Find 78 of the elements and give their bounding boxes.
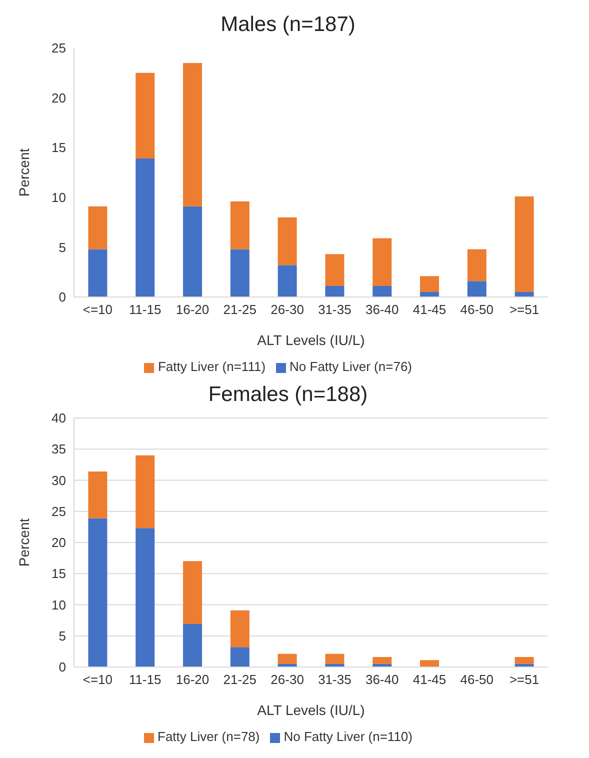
legend-label: Fatty Liver (n=78) [158,729,260,744]
bar [325,654,344,664]
bar [136,158,155,297]
x-tick-label: 26-30 [270,302,304,318]
bar [514,292,534,297]
x-tick-label: 31-35 [318,302,352,318]
bar [325,254,344,286]
x-axis-title: ALT Levels (IU/L) [257,702,365,718]
y-axis-title: Percent [16,518,32,567]
bar [183,62,202,206]
y-tick-label: 10 [52,190,66,206]
y-tick-label: 20 [52,90,66,106]
bar [230,647,250,667]
bar [88,206,108,250]
y-tick-label: 20 [52,535,66,550]
x-tick-label: 16-20 [176,302,210,318]
legend-label: No Fatty Liver (n=76) [290,359,412,374]
y-tick-label: 15 [52,566,66,582]
bar [467,281,486,297]
bar [136,72,155,159]
y-axis-title: Percent [16,148,32,197]
x-tick-label: <=10 [82,302,113,318]
x-tick-label: >=51 [509,672,540,688]
x-tick-label: 21-25 [223,672,257,688]
bar [278,217,297,266]
bar [372,238,392,286]
bar [230,610,250,648]
x-tick-label: 31-35 [318,672,352,688]
chart-title: Males (n=187) [220,12,356,38]
bar [420,276,440,292]
bar [183,624,202,667]
x-tick-label: 26-30 [270,672,304,688]
x-tick-label: 41-45 [412,302,446,318]
bar [183,206,202,297]
x-tick-label: 41-45 [412,672,446,688]
y-tick-label: 10 [52,597,66,612]
bar [278,654,297,664]
x-tick-label: 16-20 [176,672,210,688]
bar [514,657,534,664]
x-tick-label: 11-15 [128,672,162,688]
y-tick-label: 0 [58,290,66,305]
x-tick-label: >=51 [509,302,540,318]
y-tick-label: 30 [52,472,66,488]
bar [420,660,440,667]
bar [88,472,108,518]
y-tick-label: 0 [58,660,66,675]
bar [372,286,392,297]
bar [420,292,440,297]
bar [136,528,155,667]
bar [88,518,108,667]
x-tick-label: 11-15 [128,302,162,318]
y-tick-label: 5 [58,628,66,644]
bar [88,249,108,297]
y-tick-label: 5 [58,240,66,255]
x-tick-label: 46-50 [460,302,494,318]
x-tick-label: 21-25 [223,302,257,318]
bar [136,455,155,528]
y-tick-label: 15 [52,140,66,156]
bar [372,657,392,664]
x-tick-label: 36-40 [365,302,399,318]
bar [230,201,250,250]
chart-title: Females (n=188) [207,382,369,408]
legend-label: Fatty Liver (n=111) [158,359,266,374]
bar [467,249,486,282]
y-tick-label: 40 [52,410,66,426]
legend-label: No Fatty Liver (n=110) [284,729,412,744]
x-tick-label: <=10 [82,672,113,688]
bar [514,196,534,292]
bar [230,249,250,297]
bar [278,265,297,297]
bar [183,561,202,624]
x-tick-label: 36-40 [365,672,399,688]
x-axis-title: ALT Levels (IU/L) [257,332,365,348]
y-tick-label: 35 [52,442,66,457]
x-tick-label: 46-50 [460,672,494,688]
y-tick-label: 25 [52,40,66,56]
bar [325,286,344,297]
y-tick-label: 25 [52,504,66,519]
